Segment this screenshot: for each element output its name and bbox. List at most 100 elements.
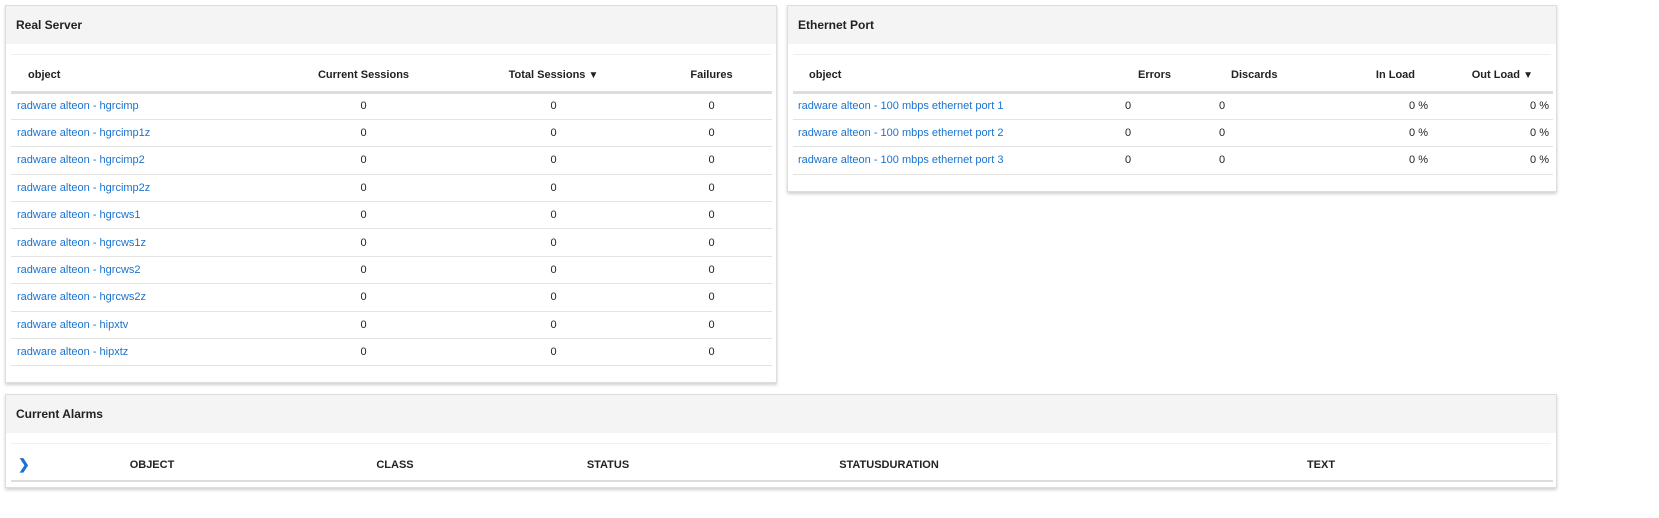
col-text[interactable]: TEXT [1089, 445, 1553, 482]
table-row: radware alteon - hgrcimp2z 0 0 0 [11, 174, 772, 203]
expand-chevron-icon[interactable]: ❯ [11, 445, 41, 482]
object-link[interactable]: radware alteon - hgrcimp2z [17, 181, 151, 194]
table-row: radware alteon - hipxtv 0 0 0 [11, 311, 772, 340]
object-cell: radware alteon - hgrcimp2z [11, 174, 271, 203]
current-sessions-cell: 0 [271, 283, 456, 312]
object-cell: radware alteon - 100 mbps ethernet port … [793, 119, 1121, 148]
divider [793, 54, 1551, 55]
object-link[interactable]: radware alteon - hgrcws1 [17, 209, 141, 222]
total-sessions-cell: 0 [456, 92, 651, 120]
object-cell: radware alteon - hgrcws2 [11, 256, 271, 285]
failures-cell: 0 [651, 338, 772, 367]
object-link[interactable]: radware alteon - 100 mbps ethernet port … [798, 127, 1004, 140]
col-discards[interactable]: Discards [1216, 56, 1301, 94]
table-row: radware alteon - hgrcimp 0 0 0 [11, 92, 772, 120]
col-in-load[interactable]: In Load [1301, 56, 1431, 94]
panel-title: Real Server [6, 6, 776, 44]
object-link[interactable]: radware alteon - 100 mbps ethernet port … [798, 154, 1004, 167]
failures-cell: 0 [651, 119, 772, 148]
table-row: radware alteon - hgrcws2 0 0 0 [11, 256, 772, 285]
table-row: radware alteon - hgrcws2z 0 0 0 [11, 283, 772, 312]
col-object[interactable]: object [793, 56, 1121, 94]
object-link[interactable]: radware alteon - hgrcws2 [17, 264, 141, 277]
object-cell: radware alteon - hipxtv [11, 311, 271, 340]
object-cell: radware alteon - hgrcws1z [11, 228, 271, 257]
current-sessions-cell: 0 [271, 146, 456, 175]
object-cell: radware alteon - hgrcws2z [11, 283, 271, 312]
failures-cell: 0 [651, 92, 772, 120]
col-statusduration[interactable]: STATUSDURATION [689, 445, 1089, 482]
out-load-cell: 0 % [1431, 92, 1553, 120]
table-row: radware alteon - hgrcws1z 0 0 0 [11, 228, 772, 257]
total-sessions-cell: 0 [456, 338, 651, 367]
discards-cell: 0 [1216, 146, 1301, 175]
total-sessions-cell: 0 [456, 146, 651, 175]
total-sessions-cell: 0 [456, 174, 651, 203]
col-current-sessions[interactable]: Current Sessions [271, 56, 456, 94]
object-link[interactable]: radware alteon - hgrcws1z [17, 236, 147, 249]
col-object[interactable]: object [11, 56, 271, 94]
object-link[interactable]: radware alteon - hgrcimp1z [17, 127, 151, 140]
col-object[interactable]: OBJECT [41, 445, 263, 482]
in-load-cell: 0 % [1301, 92, 1431, 120]
col-status[interactable]: STATUS [527, 445, 689, 482]
failures-cell: 0 [651, 201, 772, 230]
ethernet-port-panel: Ethernet Port object Errors Discards In … [787, 5, 1557, 192]
object-link[interactable]: radware alteon - hipxtv [17, 318, 129, 331]
object-cell: radware alteon - 100 mbps ethernet port … [793, 146, 1121, 175]
table-row: radware alteon - 100 mbps ethernet port … [793, 92, 1553, 120]
object-link[interactable]: radware alteon - hgrcws2z [17, 291, 147, 304]
table-row: radware alteon - hgrcws1 0 0 0 [11, 201, 772, 230]
current-alarms-panel: Current Alarms ❯ OBJECT CLASS STATUS STA… [5, 394, 1557, 488]
current-sessions-cell: 0 [271, 119, 456, 148]
alarms-table: ❯ OBJECT CLASS STATUS STATUSDURATION TEX… [11, 445, 1553, 482]
col-class[interactable]: CLASS [263, 445, 527, 482]
out-load-cell: 0 % [1431, 146, 1553, 175]
object-cell: radware alteon - 100 mbps ethernet port … [793, 92, 1121, 120]
col-total-sessions[interactable]: Total Sessions ▼ [456, 56, 651, 94]
object-link[interactable]: radware alteon - hipxtz [17, 346, 129, 359]
ethernet-port-table: object Errors Discards In Load Out Load … [793, 56, 1553, 175]
real-server-panel: Real Server object Current Sessions Tota… [5, 5, 777, 383]
col-label: Out Load [1471, 69, 1521, 82]
sort-desc-icon: ▼ [588, 70, 599, 82]
errors-cell: 0 [1121, 119, 1216, 148]
errors-cell: 0 [1121, 146, 1216, 175]
in-load-cell: 0 % [1301, 146, 1431, 175]
failures-cell: 0 [651, 146, 772, 175]
discards-cell: 0 [1216, 119, 1301, 148]
failures-cell: 0 [651, 283, 772, 312]
panel-title: Ethernet Port [788, 6, 1556, 44]
col-errors[interactable]: Errors [1121, 56, 1216, 94]
current-sessions-cell: 0 [271, 174, 456, 203]
total-sessions-cell: 0 [456, 119, 651, 148]
object-cell: radware alteon - hgrcimp [11, 92, 271, 120]
current-sessions-cell: 0 [271, 338, 456, 367]
panel-title: Current Alarms [6, 395, 1556, 433]
total-sessions-cell: 0 [456, 201, 651, 230]
current-sessions-cell: 0 [271, 201, 456, 230]
object-cell: radware alteon - hipxtz [11, 338, 271, 367]
failures-cell: 0 [651, 311, 772, 340]
col-failures[interactable]: Failures [651, 56, 772, 94]
object-cell: radware alteon - hgrcws1 [11, 201, 271, 230]
failures-cell: 0 [651, 256, 772, 285]
discards-cell: 0 [1216, 92, 1301, 120]
object-link[interactable]: radware alteon - 100 mbps ethernet port … [798, 100, 1004, 113]
table-row: radware alteon - hipxtz 0 0 0 [11, 338, 772, 367]
col-out-load[interactable]: Out Load ▼ [1431, 56, 1553, 94]
total-sessions-cell: 0 [456, 228, 651, 257]
object-link[interactable]: radware alteon - hgrcimp [17, 100, 139, 113]
table-row: radware alteon - hgrcimp2 0 0 0 [11, 146, 772, 175]
failures-cell: 0 [651, 228, 772, 257]
object-link[interactable]: radware alteon - hgrcimp2 [17, 154, 145, 167]
table-row: radware alteon - hgrcimp1z 0 0 0 [11, 119, 772, 148]
table-row: radware alteon - 100 mbps ethernet port … [793, 146, 1553, 175]
object-cell: radware alteon - hgrcimp2 [11, 146, 271, 175]
divider [11, 54, 771, 55]
table-row: radware alteon - 100 mbps ethernet port … [793, 119, 1553, 148]
failures-cell: 0 [651, 174, 772, 203]
current-sessions-cell: 0 [271, 92, 456, 120]
errors-cell: 0 [1121, 92, 1216, 120]
total-sessions-cell: 0 [456, 283, 651, 312]
